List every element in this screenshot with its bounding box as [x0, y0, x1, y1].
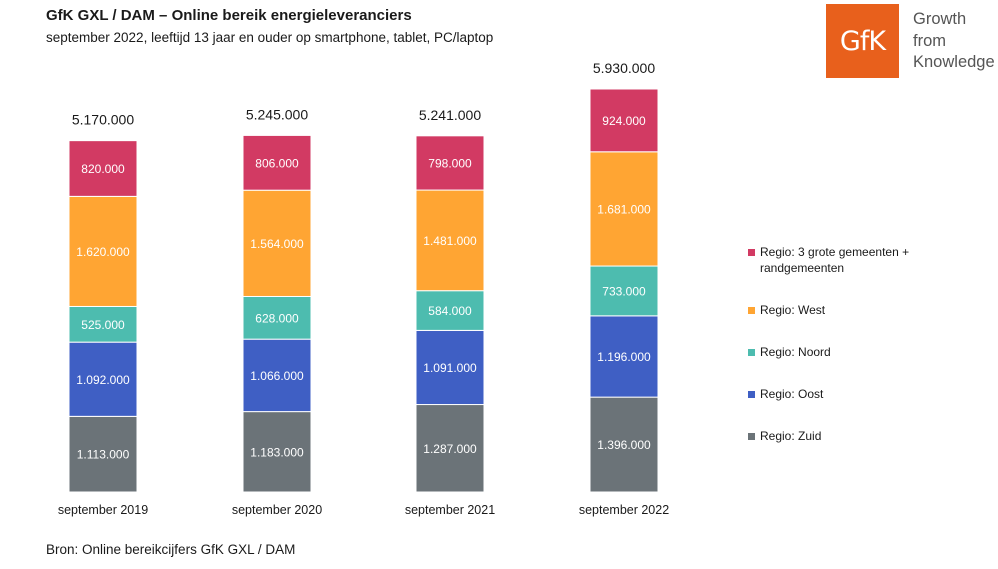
data-label-west: 1.481.000: [423, 234, 477, 248]
gfk-tagline-line-2: from: [913, 31, 946, 50]
bar-segment-west: [68, 195, 138, 307]
data-label-noord: 628.000: [255, 311, 299, 325]
gfk-tagline: Growth from Knowledge: [913, 9, 995, 74]
data-label-zuid: 1.287.000: [423, 442, 477, 456]
legend-label-grote: Regio: 3 grote gemeenten + randgemeenten: [760, 245, 910, 275]
bar-segment-oost: [242, 338, 312, 413]
bar-segment-west: [589, 151, 659, 267]
legend-swatch-noord: [748, 349, 755, 356]
legend-swatch-grote: [748, 249, 755, 256]
legend-item-oost: Regio: Oost: [748, 386, 988, 402]
data-label-noord: 525.000: [81, 318, 125, 332]
total-label: 5.241.000: [419, 107, 481, 123]
x-tick-label: september 2019: [58, 503, 148, 517]
gfk-tagline-line-1: Growth: [913, 10, 967, 28]
gfk-logo: GfK Growth from Knowledge: [826, 4, 998, 78]
x-tick-label: september 2021: [405, 503, 495, 517]
legend-swatch-west: [748, 307, 755, 314]
bar-segment-west: [242, 189, 312, 297]
bar-segment-zuid: [415, 404, 485, 493]
legend-item-zuid: Regio: Zuid: [748, 428, 988, 444]
data-label-zuid: 1.183.000: [250, 445, 304, 459]
chart-subtitle: september 2022, leeftijd 13 jaar en oude…: [46, 30, 494, 45]
bar-segment-west: [415, 189, 485, 292]
total-label: 5.245.000: [246, 106, 308, 122]
data-label-grote: 806.000: [255, 156, 299, 170]
data-label-noord: 733.000: [602, 284, 646, 298]
legend-swatch-zuid: [748, 433, 755, 440]
gfk-tagline-line-3: Knowledge: [913, 53, 995, 71]
data-label-grote: 820.000: [81, 162, 125, 176]
data-label-oost: 1.066.000: [250, 369, 304, 383]
data-label-zuid: 1.396.000: [597, 438, 651, 452]
data-label-west: 1.681.000: [597, 202, 651, 216]
total-label: 5.930.000: [593, 60, 655, 76]
bar-segment-zuid: [242, 411, 312, 493]
data-label-zuid: 1.113.000: [77, 448, 130, 462]
legend-label-oost: Regio: Oost: [760, 387, 824, 401]
chart-title: GfK GXL / DAM – Online bereik energielev…: [46, 7, 412, 24]
bar-segment-grote: [242, 134, 312, 191]
legend-item-grote: Regio: 3 grote gemeenten + randgemeenten: [748, 244, 988, 276]
bar-segment-oost: [589, 315, 659, 398]
legend-swatch-oost: [748, 391, 755, 398]
x-tick-label: september 2020: [232, 503, 322, 517]
total-label: 5.170.000: [72, 112, 134, 128]
data-label-oost: 1.091.000: [423, 361, 477, 375]
x-tick-label: september 2022: [579, 503, 669, 517]
gfk-logo-mark: GfK: [826, 4, 899, 78]
data-label-oost: 1.092.000: [76, 373, 130, 387]
legend-label-noord: Regio: Noord: [760, 345, 831, 359]
data-label-west: 1.564.000: [250, 237, 304, 251]
source-note: Bron: Online bereikcijfers GfK GXL / DAM: [46, 542, 296, 557]
bar-segment-noord: [415, 290, 485, 331]
data-label-west: 1.620.000: [76, 245, 130, 259]
data-label-oost: 1.196.000: [597, 350, 651, 364]
legend-item-noord: Regio: Noord: [748, 344, 988, 360]
data-label-grote: 798.000: [428, 156, 472, 170]
bar-segment-oost: [68, 341, 138, 417]
bar-segment-oost: [415, 329, 485, 406]
bar-segment-zuid: [589, 396, 659, 493]
bar-segment-noord: [589, 265, 659, 317]
legend-item-west: Regio: West: [748, 302, 988, 318]
legend-label-west: Regio: West: [760, 303, 826, 317]
data-label-grote: 924.000: [602, 114, 646, 128]
bar-segment-grote: [415, 135, 485, 191]
bar-segment-grote: [589, 88, 659, 153]
data-label-noord: 584.000: [428, 304, 472, 318]
bar-segment-grote: [68, 140, 138, 197]
bar-segment-noord: [242, 295, 312, 340]
gfk-logo-mark-text: GfK: [839, 25, 886, 57]
bar-segment-zuid: [68, 415, 138, 493]
chart-legend: Regio: 3 grote gemeenten + randgemeenten…: [748, 244, 988, 470]
legend-label-zuid: Regio: Zuid: [760, 429, 822, 443]
